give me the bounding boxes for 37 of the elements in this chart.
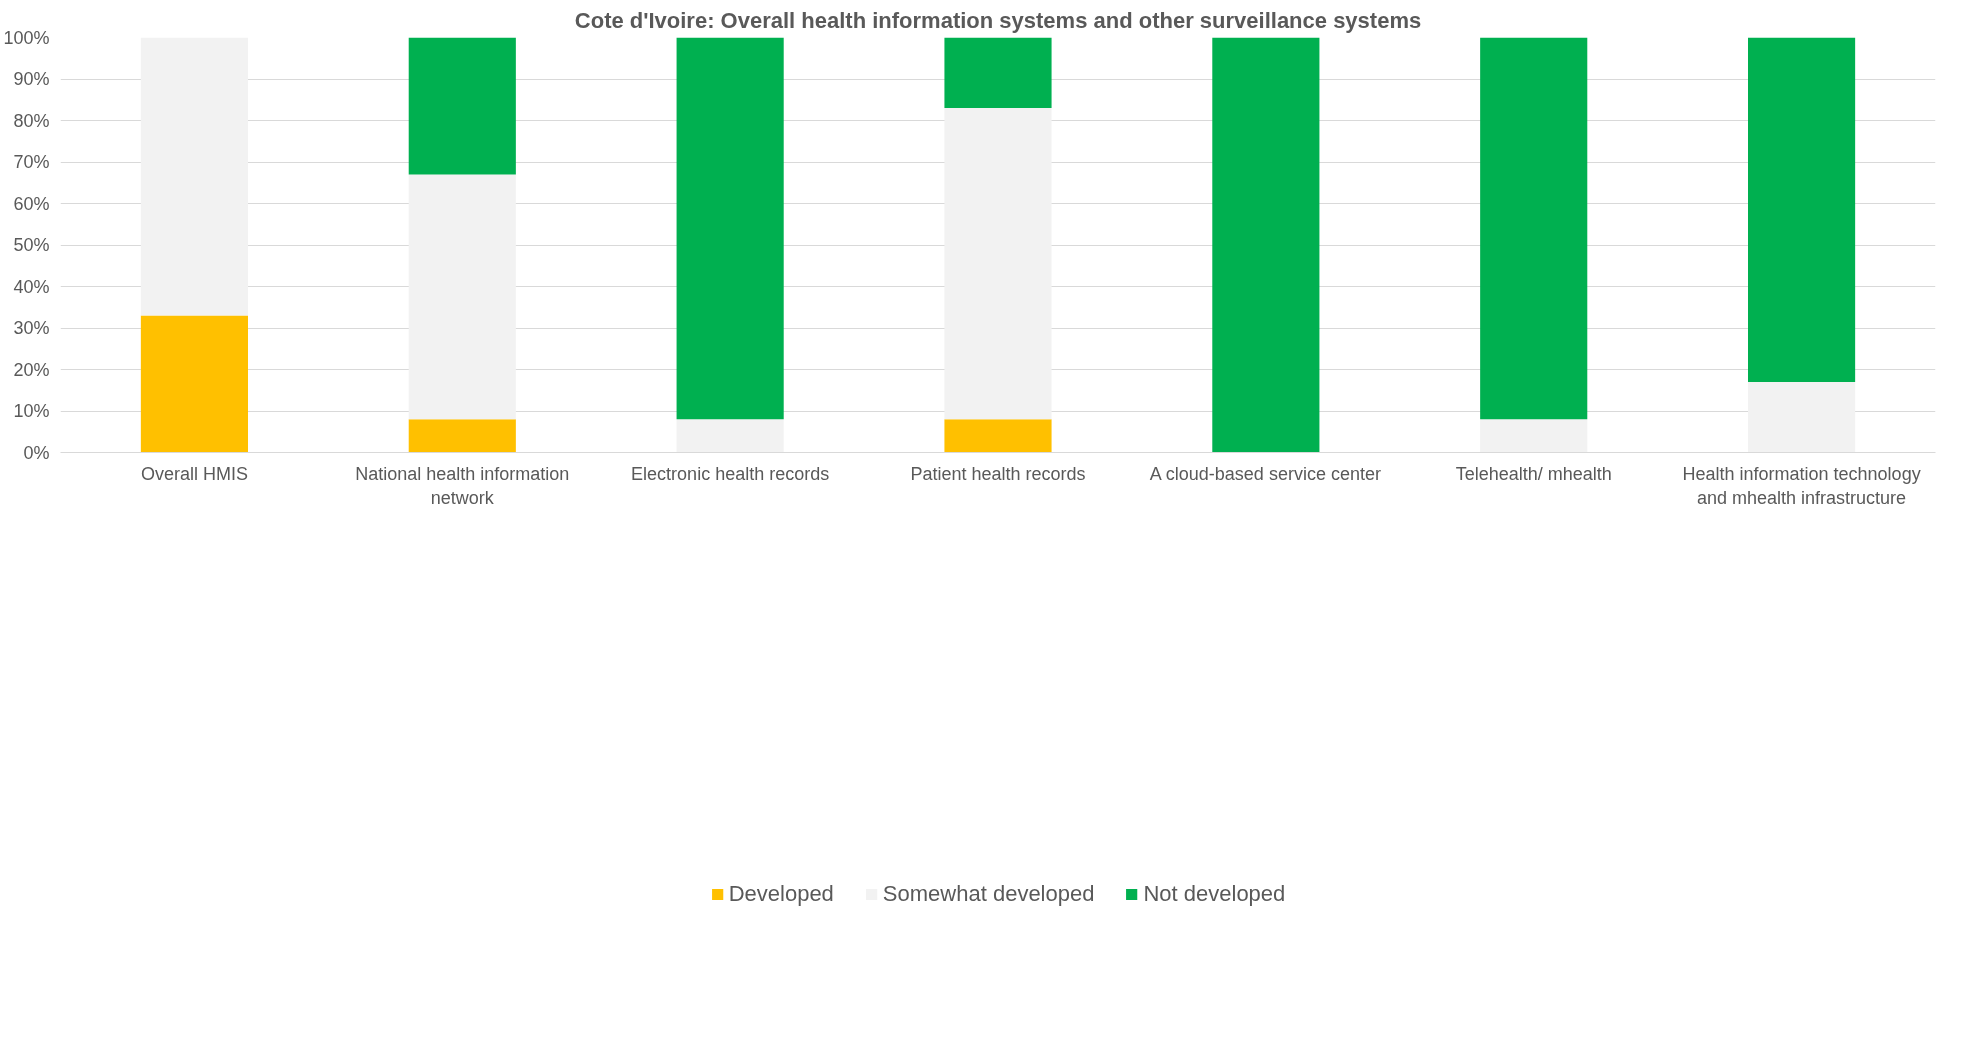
bar — [1212, 37, 1320, 453]
y-tick-label: 80% — [13, 110, 50, 131]
x-tick-label: Electronic health records — [631, 463, 830, 484]
bar — [408, 174, 516, 420]
bar — [676, 419, 784, 453]
bar — [944, 108, 1052, 420]
bar — [1748, 381, 1856, 453]
bar — [1480, 37, 1588, 420]
x-tick-label: A cloud-based service center — [1149, 463, 1381, 484]
bar — [1748, 37, 1856, 382]
chart-title: Cote d'Ivoire: Overall health information systems and other surveillance systems — [574, 7, 1422, 33]
bar — [140, 37, 248, 316]
bar — [408, 419, 516, 453]
y-tick-label: 30% — [13, 318, 50, 338]
bar — [676, 37, 784, 420]
legend-label: Somewhat developed — [882, 880, 1095, 907]
bar — [140, 315, 248, 453]
bar — [944, 37, 1052, 109]
bar — [1480, 419, 1588, 453]
legend-label: Not developed — [1143, 880, 1286, 907]
y-tick-label: 10% — [13, 401, 50, 421]
x-tick-label: Telehealth/ mhealth — [1455, 463, 1612, 484]
legend-label: Developed — [728, 880, 834, 907]
x-tick-label: National health information network — [355, 463, 570, 508]
y-tick-label: 20% — [13, 359, 50, 380]
bar — [408, 37, 516, 175]
y-tick-label: 90% — [13, 69, 50, 89]
y-tick-label: 0% — [23, 442, 50, 463]
bar — [944, 419, 1052, 453]
y-tick-label: 100% — [3, 27, 50, 48]
y-tick-label: 60% — [13, 193, 50, 214]
y-tick-label: 70% — [13, 152, 50, 172]
x-tick-label: Health information technology and mhealth infrastructure — [1682, 463, 1921, 508]
x-tick-label: Overall HMIS — [140, 463, 248, 484]
y-tick-label: 40% — [13, 276, 50, 297]
y-tick-label: 50% — [13, 235, 50, 255]
x-tick-label: Patient health records — [910, 463, 1086, 484]
